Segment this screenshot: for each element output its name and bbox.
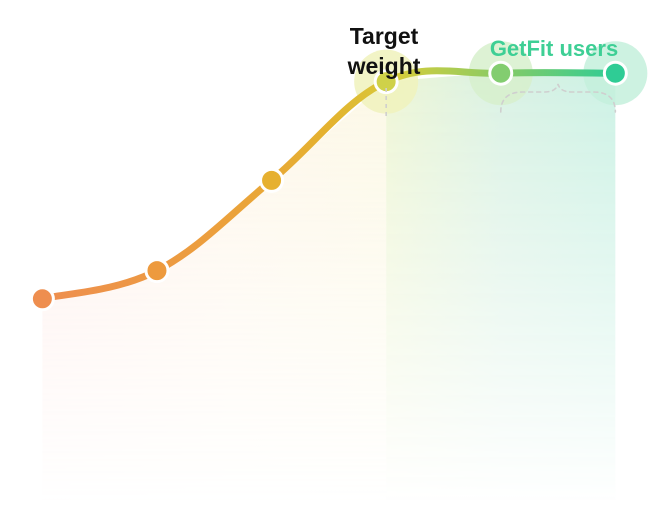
users-brace xyxy=(499,83,617,113)
data-point xyxy=(29,286,55,312)
data-point xyxy=(602,60,628,86)
target-weight-label-line2: weight xyxy=(347,53,421,79)
data-point xyxy=(488,60,514,86)
data-point xyxy=(259,167,285,193)
data-point xyxy=(373,69,399,95)
target-weight-label-line1: Target xyxy=(350,23,419,49)
area-fill-before-target xyxy=(42,81,387,500)
data-point xyxy=(144,258,170,284)
getfit-users-label: GetFit users xyxy=(490,36,618,61)
area-fill-after-target xyxy=(386,72,616,500)
